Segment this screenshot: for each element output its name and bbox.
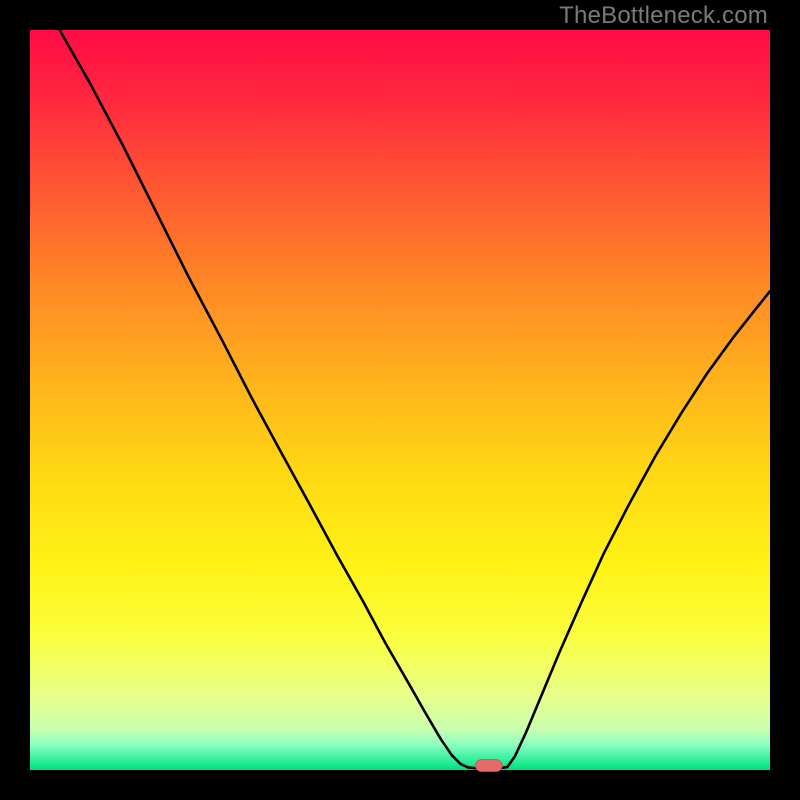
bottleneck-curve (60, 30, 770, 768)
bottleneck-curve-svg (0, 0, 800, 800)
optimal-point-marker (475, 760, 502, 772)
